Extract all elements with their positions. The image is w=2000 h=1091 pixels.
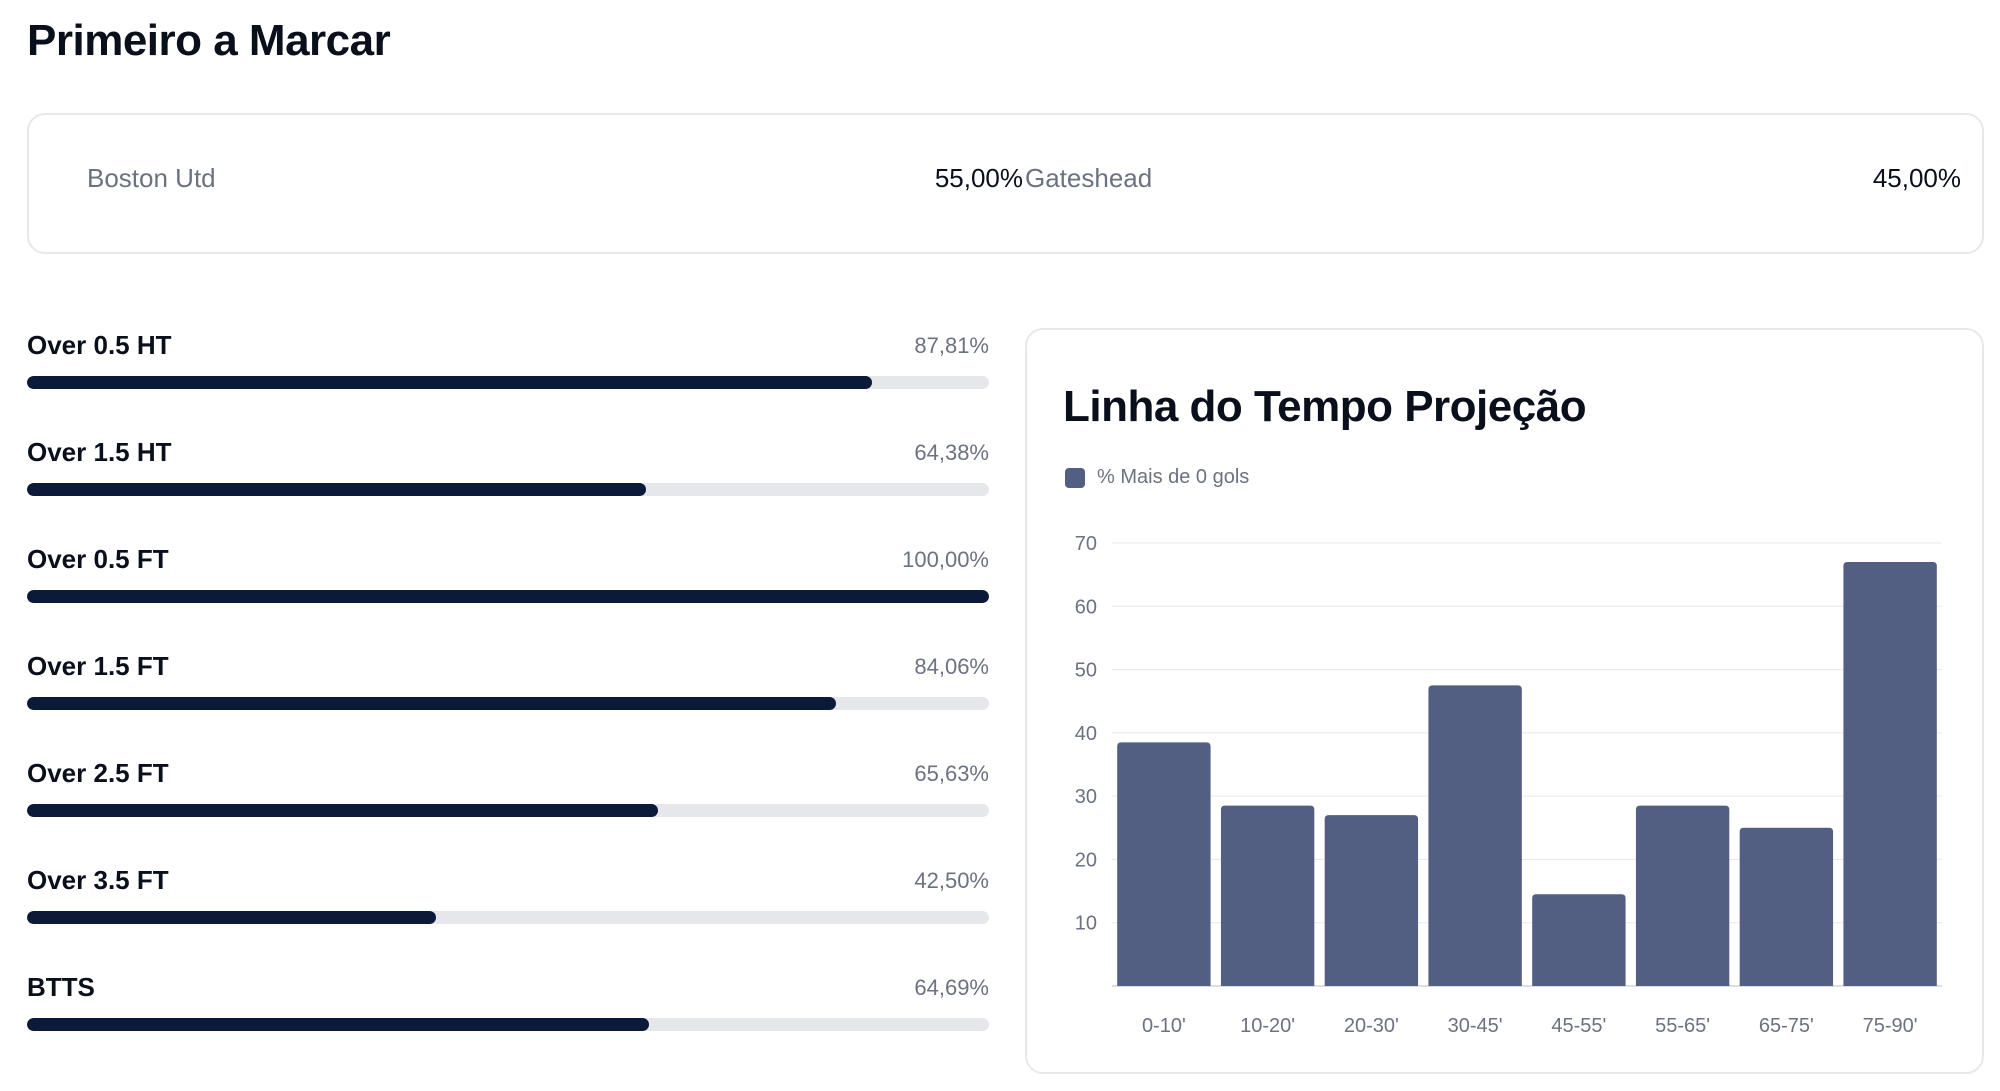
first-scorer-home: Boston Utd 55,00%: [87, 115, 1023, 256]
y-tick-label: 50: [1075, 660, 1097, 682]
progress-track: [27, 1018, 989, 1031]
x-tick-label: 10-20': [1240, 1015, 1295, 1037]
x-tick-label: 45-55': [1551, 1015, 1606, 1037]
timeline-chart-card: Linha do Tempo Projeção % Mais de 0 gols…: [1025, 328, 1984, 1074]
y-tick-label: 30: [1075, 786, 1097, 808]
legend-label: % Mais de 0 gols: [1097, 466, 1250, 488]
chart-bar: [1117, 742, 1211, 986]
stat-label: BTTS: [27, 972, 95, 1002]
stat-row-over-25-ft: Over 2.5 FT 65,63%: [27, 748, 989, 855]
stat-value: 65,63%: [914, 761, 989, 786]
progress-track: [27, 697, 989, 710]
x-tick-label: 20-30': [1344, 1015, 1399, 1037]
stat-value: 64,69%: [914, 975, 989, 1000]
timeline-bar-chart: 10 20 30 40 50 60 70 0-10' 10-20' 20-30' 30-45' 45-…: [1075, 533, 1942, 1037]
stat-row-over-15-ht: Over 1.5 HT 64,38%: [27, 427, 989, 534]
chart-bar: [1843, 561, 1937, 986]
chart-bar: [1220, 805, 1315, 986]
progress-fill: [27, 804, 659, 817]
y-tick-label: 10: [1075, 913, 1097, 935]
chart-title: Linha do Tempo Projeção: [1063, 382, 1587, 431]
y-tick-label: 60: [1075, 596, 1097, 618]
first-scorer-card: Boston Utd 55,00% Gateshead 45,00%: [27, 113, 1984, 254]
stat-label: Over 3.5 FT: [27, 865, 169, 895]
chart-legend[interactable]: % Mais de 0 gols: [1065, 466, 1249, 489]
goal-stats-list: Over 0.5 HT 87,81% Over 1.5 HT 64,38% Ov…: [27, 320, 989, 1069]
progress-fill: [27, 1018, 650, 1031]
x-tick-label: 55-65': [1655, 1015, 1710, 1037]
chart-bar: [1428, 685, 1522, 986]
progress-fill: [27, 376, 872, 389]
x-tick-label: 0-10': [1142, 1015, 1186, 1037]
stat-label: Over 1.5 HT: [27, 437, 172, 467]
away-team-probability: 45,00%: [1872, 163, 1961, 193]
progress-track: [27, 590, 989, 603]
stat-value: 87,81%: [914, 333, 989, 358]
x-tick-label: 30-45': [1448, 1015, 1503, 1037]
first-scorer-away: Gateshead 45,00%: [1025, 115, 1961, 256]
stat-row-over-15-ft: Over 1.5 FT 84,06%: [27, 641, 989, 748]
stat-value: 64,38%: [914, 440, 989, 465]
progress-fill: [27, 590, 989, 603]
stat-row-btts: BTTS 64,69%: [27, 962, 989, 1069]
progress-fill: [27, 911, 436, 924]
stat-row-over-05-ft: Over 0.5 FT 100,00%: [27, 534, 989, 641]
stat-row-over-05-ht: Over 0.5 HT 87,81%: [27, 320, 989, 427]
chart-bar: [1739, 827, 1834, 986]
stat-value: 42,50%: [914, 868, 989, 893]
progress-track: [27, 483, 989, 496]
progress-track: [27, 911, 989, 924]
stat-label: Over 2.5 FT: [27, 758, 169, 788]
home-team-name: Boston Utd: [87, 163, 216, 193]
y-tick-label: 70: [1075, 533, 1097, 555]
stat-label: Over 1.5 FT: [27, 651, 169, 681]
page-title: Primeiro a Marcar: [27, 16, 391, 65]
progress-fill: [27, 697, 836, 710]
stat-row-over-35-ft: Over 3.5 FT 42,50%: [27, 855, 989, 962]
legend-swatch: [1065, 467, 1085, 488]
stat-label: Over 0.5 HT: [27, 330, 172, 360]
progress-fill: [27, 483, 647, 496]
chart-bar: [1635, 805, 1730, 986]
chart-bar: [1532, 894, 1626, 986]
home-team-probability: 55,00%: [934, 163, 1023, 193]
x-tick-label: 75-90': [1863, 1015, 1918, 1037]
x-tick-label: 65-75': [1759, 1015, 1814, 1037]
chart-bar: [1324, 815, 1419, 986]
progress-track: [27, 804, 989, 817]
progress-track: [27, 376, 989, 389]
stat-label: Over 0.5 FT: [27, 544, 169, 574]
away-team-name: Gateshead: [1025, 163, 1153, 193]
y-tick-label: 40: [1075, 723, 1097, 745]
stat-value: 100,00%: [902, 547, 989, 572]
y-tick-label: 20: [1075, 849, 1097, 871]
stat-value: 84,06%: [914, 654, 989, 679]
